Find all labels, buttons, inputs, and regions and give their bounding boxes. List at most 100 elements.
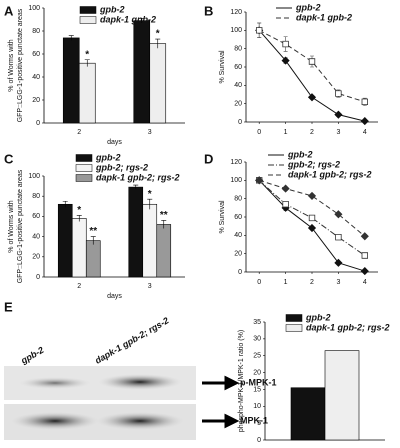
legend-label: dapk-1 gpb-2 <box>100 14 156 24</box>
marker <box>307 191 317 200</box>
error-bar <box>147 198 153 210</box>
x-tick-label: 4 <box>363 279 367 286</box>
y-tick-label: 100 <box>230 27 242 34</box>
annotation: ** <box>89 226 97 237</box>
y-tick-label: 0 <box>238 269 242 276</box>
y-tick-label: 120 <box>230 159 242 166</box>
marker <box>360 232 369 241</box>
y-tick-label: 100 <box>28 5 40 12</box>
marker <box>361 98 368 106</box>
annotation: * <box>148 189 152 200</box>
blot-band <box>96 412 184 430</box>
y-tick-label: 20 <box>234 101 242 108</box>
legend-label: gpb-2 <box>95 152 121 162</box>
y-tick-label: 100 <box>230 177 242 184</box>
y-tick-label: 60 <box>234 214 242 221</box>
arrow <box>202 375 240 391</box>
y-axis-label: phospho-MPK-1/MPK-1 ratio (%) <box>238 330 245 432</box>
blot-band <box>19 377 91 389</box>
legend-swatch <box>75 174 93 182</box>
y-tick-label: 60 <box>32 213 40 220</box>
panel-label: D <box>204 151 213 166</box>
y-tick-label: 40 <box>234 232 242 239</box>
error-bar <box>76 215 82 222</box>
marker <box>255 176 264 185</box>
blot-band <box>11 412 99 430</box>
y-tick-label: 10 <box>253 403 261 410</box>
legend-swatch <box>75 164 93 172</box>
marker <box>335 90 342 97</box>
x-tick-label: 4 <box>363 129 367 136</box>
bar <box>290 387 326 441</box>
legend-label: gpb-2 <box>295 2 321 12</box>
y-tick-label: 40 <box>32 233 40 240</box>
y-axis-label: % of Worms with <box>8 39 15 91</box>
legend-swatch <box>75 154 93 162</box>
western-blot: gpb-2 dapk-1 gpb-2; rgs-2 p-MPK-1 MPK-1 <box>4 315 277 440</box>
marker <box>307 93 317 102</box>
bar <box>324 350 360 441</box>
x-tick-label: 2 <box>77 283 81 290</box>
line <box>259 179 366 237</box>
error-bar <box>68 35 74 41</box>
marker <box>255 27 263 34</box>
arrow <box>202 413 240 429</box>
bar <box>57 203 73 278</box>
bar <box>156 224 172 278</box>
y-tick-label: 120 <box>230 9 242 16</box>
legend-label: gpb-2; rgs-2 <box>287 159 340 169</box>
y-tick-label: 20 <box>32 254 40 261</box>
x-axis-label: days <box>107 293 122 300</box>
marker <box>361 252 368 259</box>
y-axis-label: % Survival <box>219 50 226 84</box>
legend-swatch <box>79 6 97 14</box>
marker <box>335 233 342 241</box>
y-tick-label: 0 <box>36 120 40 127</box>
y-tick-label: 60 <box>234 64 242 71</box>
x-tick-label: 3 <box>148 283 152 290</box>
marker <box>334 210 343 219</box>
y-axis-label: GFP::LGG-1-positive punctate areas <box>17 169 24 283</box>
bar <box>133 20 151 124</box>
bar <box>71 218 87 278</box>
legend-label: dapk-1 gpb-2 <box>296 12 352 22</box>
y-tick-label: 25 <box>253 353 261 360</box>
line <box>258 29 365 103</box>
error-bar <box>155 38 161 49</box>
error-bar <box>84 59 90 67</box>
marker <box>334 110 343 119</box>
line <box>258 30 365 122</box>
y-tick-label: 20 <box>253 369 261 376</box>
bar <box>128 186 144 278</box>
y-tick-label: 15 <box>253 386 261 393</box>
x-tick-label: 3 <box>336 279 340 286</box>
y-tick-label: 80 <box>32 193 40 200</box>
annotation: * <box>156 29 160 40</box>
x-tick-label: 3 <box>336 129 340 136</box>
bar <box>78 62 96 124</box>
annotation: * <box>77 205 81 216</box>
panel-label: E <box>4 299 13 314</box>
marker <box>281 184 290 193</box>
error-bar <box>133 184 139 190</box>
lane-label: gpb-2 <box>18 345 45 366</box>
legend-swatch <box>79 16 97 24</box>
legend-swatch <box>285 314 303 322</box>
legend-label: dapk-1 gpb-2; rgs-2 <box>288 169 372 179</box>
legend-label: gpb-2 <box>99 4 125 14</box>
band-label: p-MPK-1 <box>240 377 277 387</box>
x-tick-label: 0 <box>257 279 261 286</box>
y-tick-label: 20 <box>32 97 40 104</box>
y-tick-label: 30 <box>253 336 261 343</box>
marker <box>308 58 316 65</box>
marker <box>360 267 369 276</box>
y-tick-label: 60 <box>32 51 40 58</box>
y-axis-label: % of Worms with <box>8 200 15 252</box>
x-tick-label: 2 <box>310 279 314 286</box>
error-bar <box>62 200 68 208</box>
line <box>258 179 366 256</box>
x-tick-label: 1 <box>284 129 288 136</box>
legend-label: gpb-2 <box>305 312 331 322</box>
y-tick-label: 5 <box>257 420 261 427</box>
